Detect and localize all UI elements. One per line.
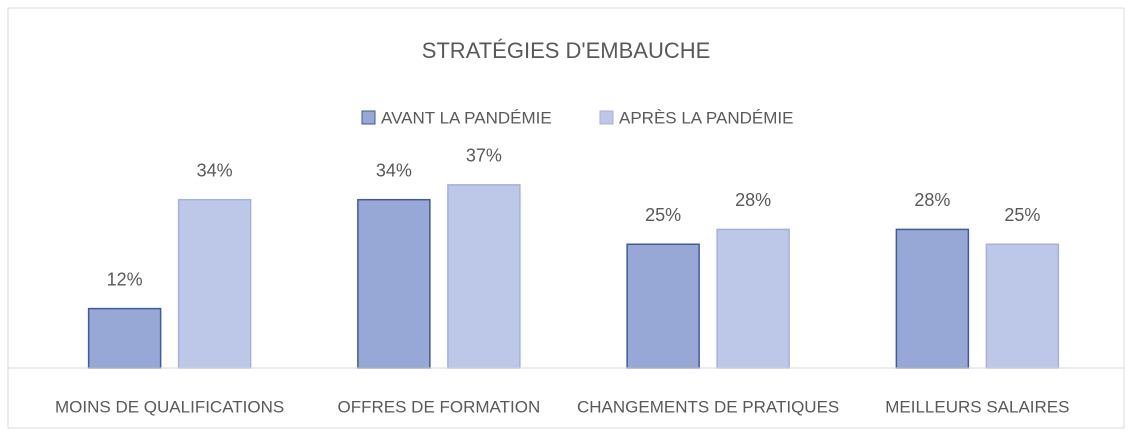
chart-title: STRATÉGIES D'EMBAUCHE — [422, 38, 711, 63]
value-label: 12% — [107, 269, 143, 289]
x-tick-label: OFFRES DE FORMATION — [338, 397, 541, 416]
x-tick-label: CHANGEMENTS DE PRATIQUES — [577, 397, 839, 416]
bar — [87, 307, 162, 369]
value-label: 28% — [914, 190, 950, 210]
bar — [447, 184, 521, 369]
legend-label: APRÈS LA PANDÉMIE — [619, 108, 793, 127]
legend-swatch — [599, 110, 614, 125]
value-label: 28% — [735, 190, 771, 210]
value-label: 25% — [1004, 205, 1040, 225]
bar — [357, 198, 431, 369]
value-label: 34% — [197, 160, 233, 180]
x-tick-label: MOINS DE QUALIFICATIONS — [55, 397, 284, 416]
value-label: 37% — [466, 146, 502, 166]
bar — [895, 228, 970, 369]
bar — [985, 243, 1060, 369]
bar — [177, 198, 252, 369]
legend-label: AVANT LA PANDÉMIE — [381, 108, 552, 127]
x-tick-label: MEILLEURS SALAIRES — [885, 397, 1069, 416]
legend-swatch — [361, 110, 376, 125]
value-label: 25% — [645, 205, 681, 225]
bar — [626, 243, 700, 369]
value-label: 34% — [376, 160, 412, 180]
bar — [716, 228, 790, 369]
